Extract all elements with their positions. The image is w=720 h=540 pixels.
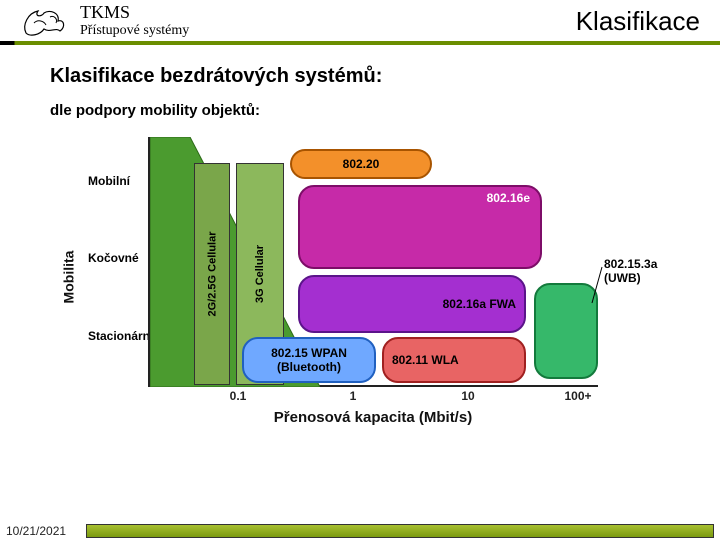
classification-chart: Mobilita MobilníKočovnéStacionární 2G/2.…: [60, 129, 620, 439]
slide-footer: 10/21/2021: [6, 524, 714, 538]
x-axis-label: Přenosová kapacita (Mbit/s): [148, 409, 598, 426]
slide-header: TKMS Přístupové systémy Klasifikace: [0, 0, 720, 39]
y-tick-label: Stacionární: [88, 329, 153, 343]
footer-progress-bar: [86, 524, 714, 538]
header-text-block: TKMS Přístupové systémy: [80, 2, 189, 39]
main-content: Klasifikace bezdrátových systémů: dle po…: [0, 45, 720, 439]
leader-line: [148, 137, 618, 397]
y-axis-label: Mobilita: [60, 251, 76, 304]
header-title: TKMS: [80, 2, 189, 23]
section-subtitle: dle podpory mobility objektů:: [50, 102, 680, 119]
y-tick-label: Mobilní: [88, 174, 130, 188]
footer-date: 10/21/2021: [6, 524, 66, 538]
lion-crest-icon: [20, 3, 68, 39]
header-subtitle: Přístupové systémy: [80, 23, 189, 39]
slide-topic: Klasifikace: [576, 6, 700, 37]
y-axis-label-wrap: Mobilita: [58, 177, 78, 377]
section-title: Klasifikace bezdrátových systémů:: [50, 65, 680, 88]
y-tick-label: Kočovné: [88, 251, 139, 265]
